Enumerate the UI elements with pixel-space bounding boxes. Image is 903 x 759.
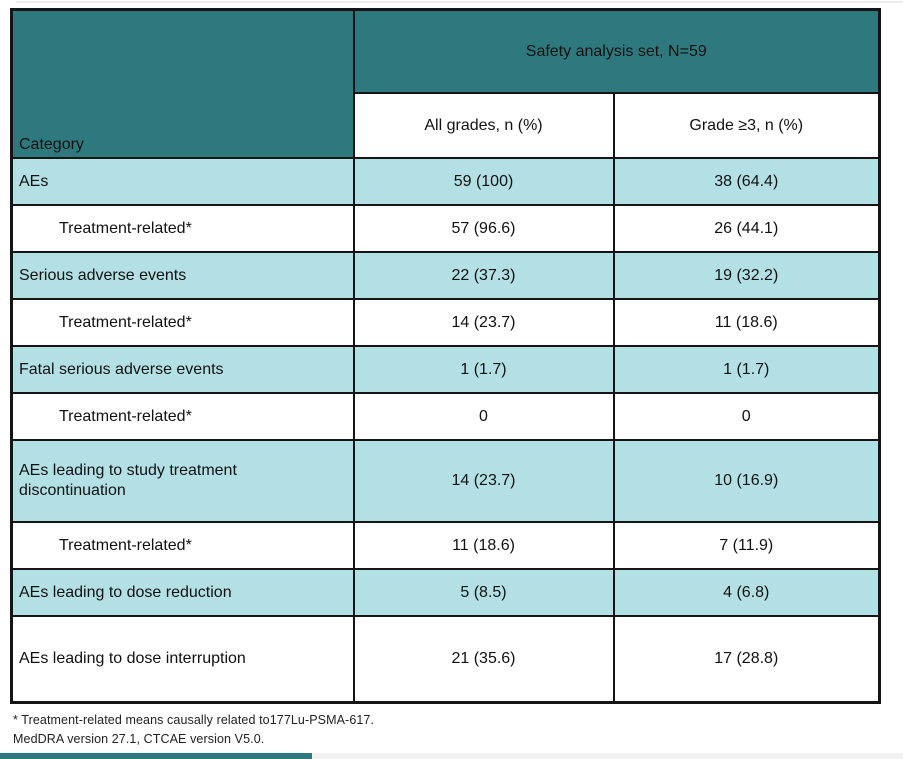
grade3-header-cell: Grade ≥3, n (%) (612, 92, 881, 159)
category-cell: AEs leading to dose reduction (10, 568, 355, 617)
grade3-cell: 11 (18.6) (612, 298, 881, 347)
sub-header-row: All grades, n (%) Grade ≥3, n (%) (12, 92, 881, 159)
grade3-cell: 1 (1.7) (612, 345, 881, 394)
table-body: AEs 59 (100) 38 (64.4) Treatment-related… (10, 157, 881, 703)
grade3-cell: 7 (11.9) (612, 521, 881, 570)
top-edge-line (16, 1, 903, 3)
all-grades-cell: 14 (23.7) (352, 439, 615, 523)
group-header-row: Category Safety analysis set, N=59 (10, 8, 881, 159)
footnote-line-1: * Treatment-related means causally relat… (13, 713, 375, 727)
category-cell: Treatment-related* (10, 204, 355, 253)
safety-analysis-table: Category Safety analysis set, N=59 All g… (10, 8, 882, 704)
category-cell: AEs leading to dose interruption (10, 615, 355, 703)
safety-set-header-cell: Safety analysis set, N=59 (352, 8, 881, 94)
bottom-gray-strip (0, 753, 903, 759)
grade3-cell: 4 (6.8) (612, 568, 881, 617)
category-cell: Fatal serious adverse events (10, 345, 355, 394)
table-row: Treatment-related* 11 (18.6) 7 (11.9) (10, 521, 881, 570)
all-grades-cell: 0 (352, 392, 615, 441)
grade3-cell: 17 (28.8) (612, 615, 881, 703)
grade3-cell: 26 (44.1) (612, 204, 881, 253)
table-row: AEs leading to study treatment discontin… (10, 439, 881, 523)
table-row: AEs 59 (100) 38 (64.4) (10, 157, 881, 206)
grade3-cell: 19 (32.2) (612, 251, 881, 300)
category-header-cell: Category (10, 8, 355, 159)
all-grades-cell: 5 (8.5) (352, 568, 615, 617)
category-cell: Serious adverse events (10, 251, 355, 300)
all-grades-cell: 57 (96.6) (352, 204, 615, 253)
grade3-cell: 38 (64.4) (612, 157, 881, 206)
category-cell: Treatment-related* (10, 521, 355, 570)
safety-table-container: Category Safety analysis set, N=59 All g… (10, 8, 882, 704)
table-row: Treatment-related* 0 0 (10, 392, 881, 441)
table-row: AEs leading to dose reduction 5 (8.5) 4 … (10, 568, 881, 617)
all-grades-header-cell: All grades, n (%) (352, 92, 615, 159)
all-grades-cell: 14 (23.7) (352, 298, 615, 347)
category-cell: Treatment-related* (10, 298, 355, 347)
category-cell: Treatment-related* (10, 392, 355, 441)
grade3-cell: 0 (612, 392, 881, 441)
bottom-teal-bar (0, 753, 312, 759)
all-grades-cell: 22 (37.3) (352, 251, 615, 300)
table-row: Treatment-related* 14 (23.7) 11 (18.6) (10, 298, 881, 347)
grade3-cell: 10 (16.9) (612, 439, 881, 523)
footnote-line-2: MedDRA version 27.1, CTCAE version V5.0. (13, 731, 265, 746)
table-row: Serious adverse events 22 (37.3) 19 (32.… (10, 251, 881, 300)
table-row: Treatment-related* 57 (96.6) 26 (44.1) (10, 204, 881, 253)
all-grades-cell: 11 (18.6) (352, 521, 615, 570)
table-row: AEs leading to dose interruption 21 (35.… (10, 615, 881, 703)
table-row: Fatal serious adverse events 1 (1.7) 1 (… (10, 345, 881, 394)
all-grades-cell: 1 (1.7) (352, 345, 615, 394)
category-cell: AEs leading to study treatment discontin… (10, 439, 355, 523)
footnotes: * Treatment-related means causally relat… (13, 711, 374, 749)
all-grades-cell: 59 (100) (352, 157, 615, 206)
category-cell: AEs (10, 157, 355, 206)
all-grades-cell: 21 (35.6) (352, 615, 615, 703)
